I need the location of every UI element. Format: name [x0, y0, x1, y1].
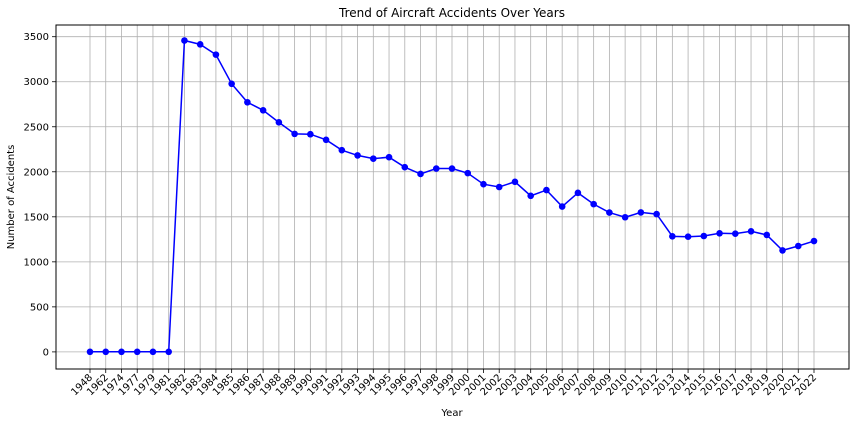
data-point [716, 229, 723, 237]
data-point [354, 152, 361, 159]
grid-lines [56, 25, 849, 369]
data-point [747, 228, 755, 235]
y-tick-label: 2000 [24, 167, 49, 178]
data-point [574, 189, 582, 197]
data-point [543, 186, 550, 194]
chart-title: Trend of Aircraft Accidents Over Years [338, 6, 565, 20]
y-axis-ticks: 0 500 1000 1500 2000 2500 3000 3500 [24, 32, 56, 358]
data-point [464, 169, 472, 177]
data-point [684, 233, 692, 241]
y-tick-label: 0 [43, 347, 49, 358]
y-tick-label: 3000 [24, 77, 49, 88]
data-point [527, 192, 534, 200]
data-point [322, 136, 330, 144]
data-point [700, 232, 708, 240]
y-tick-label: 1000 [24, 257, 49, 268]
data-point [480, 180, 487, 188]
plot-frame [55, 24, 850, 370]
data-point [181, 37, 188, 44]
data-point [307, 130, 314, 138]
data-point [275, 119, 283, 126]
data-point [165, 348, 172, 356]
data-point [432, 165, 440, 172]
data-point [86, 348, 94, 356]
series-line-group [86, 37, 818, 356]
data-point [653, 210, 660, 218]
y-tick-label: 1500 [24, 212, 49, 223]
data-point [102, 348, 110, 356]
y-tick-label: 500 [30, 302, 49, 313]
data-point [118, 348, 125, 356]
data-point [196, 41, 204, 48]
data-point [558, 203, 566, 210]
data-point [244, 98, 251, 106]
data-point [637, 209, 645, 216]
data-point [212, 51, 220, 58]
y-axis-label: Number of Accidents [6, 145, 17, 250]
data-point [732, 230, 739, 237]
data-point [779, 247, 786, 254]
x-axis-label: Year [440, 408, 463, 419]
data-point [149, 348, 157, 356]
data-point [417, 170, 424, 178]
data-point [590, 200, 597, 208]
data-point [448, 165, 456, 172]
y-tick-label: 3500 [24, 32, 49, 43]
data-point [259, 106, 267, 114]
y-tick-label: 2500 [24, 122, 49, 133]
data-point [385, 153, 393, 161]
data-point [228, 80, 235, 88]
data-point [133, 348, 141, 356]
data-point [511, 178, 519, 186]
data-point [669, 233, 676, 240]
data-point [794, 242, 802, 250]
data-point [606, 209, 613, 216]
data-point [763, 231, 771, 239]
data-point [621, 213, 629, 221]
data-point [810, 237, 818, 245]
data-point [401, 163, 409, 171]
data-point [370, 155, 377, 162]
data-point [338, 146, 346, 154]
data-point [495, 183, 503, 191]
data-point [291, 130, 298, 138]
